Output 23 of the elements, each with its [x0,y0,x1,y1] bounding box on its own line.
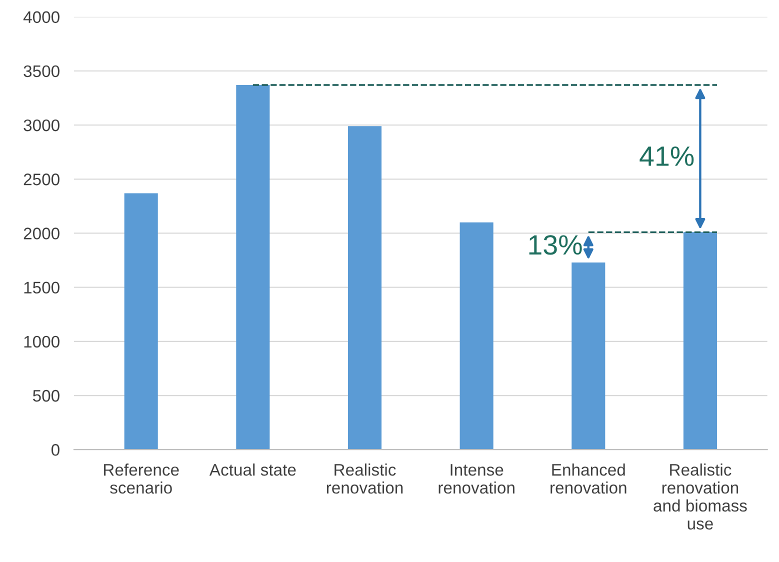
x-tick-label: Realistic renovation [326,463,403,494]
annotation: 41% [640,146,694,166]
annotation: 13% [529,235,582,255]
y-tick-label: 0 [52,444,60,456]
y-tick-label: 1000 [24,336,60,348]
bar [683,232,717,450]
bar [572,262,606,450]
x-tick-label: Realistic renovation and biomass use [654,463,747,530]
bar [124,193,158,450]
x-tick-label: Enhanced renovation [550,463,626,494]
x-tick-label: Actual state [209,463,296,476]
bar [460,222,494,450]
y-tick-label: 1500 [24,282,60,294]
y-tick-label: 500 [32,390,60,402]
bar [236,85,270,450]
y-tick-label: 2500 [24,174,60,186]
x-tick-label: Reference scenario [104,464,179,494]
y-tick-label: 4000 [23,11,60,24]
bar [348,126,382,450]
x-tick-label: Intense renovation [438,464,514,494]
y-tick-label: 3500 [24,65,60,78]
y-tick-label: 2000 [24,228,60,240]
y-tick-label: 3000 [24,119,60,132]
